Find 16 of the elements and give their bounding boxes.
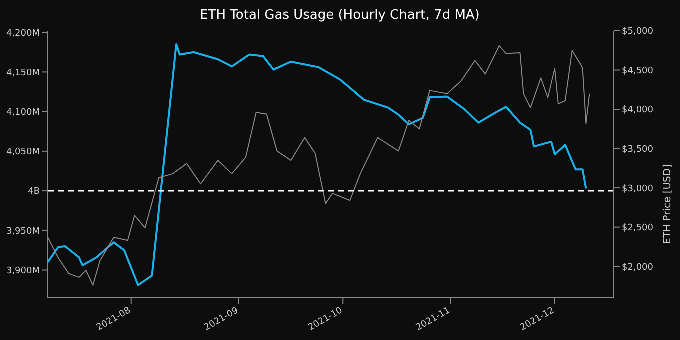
y-tick-label: 3,900M <box>6 266 40 276</box>
y-tick-label: 4,100M <box>6 108 40 118</box>
y2-tick-label: $4,500 <box>622 66 654 76</box>
y2-tick-label: $5,000 <box>622 27 654 38</box>
chart-title: ETH Total Gas Usage (Hourly Chart, 7d MA) <box>199 8 481 23</box>
y-tick-label: 4,150M <box>6 68 40 78</box>
y-tick-label: 3,950M <box>6 226 40 237</box>
y-tick-label: 4,200M <box>6 28 40 39</box>
y2-axis-title: ETH Price [USD] <box>662 164 674 244</box>
y2-tick-label: $3,500 <box>622 144 654 155</box>
y2-tick-label: $2,500 <box>622 224 654 234</box>
y2-tick-label: $3,000 <box>622 184 654 194</box>
y2-tick-label: $4,000 <box>622 106 654 116</box>
y-tick-label: 4,050M <box>6 148 40 158</box>
y-tick-label: 4B <box>28 187 40 198</box>
y2-tick-label: $2,000 <box>622 262 654 273</box>
